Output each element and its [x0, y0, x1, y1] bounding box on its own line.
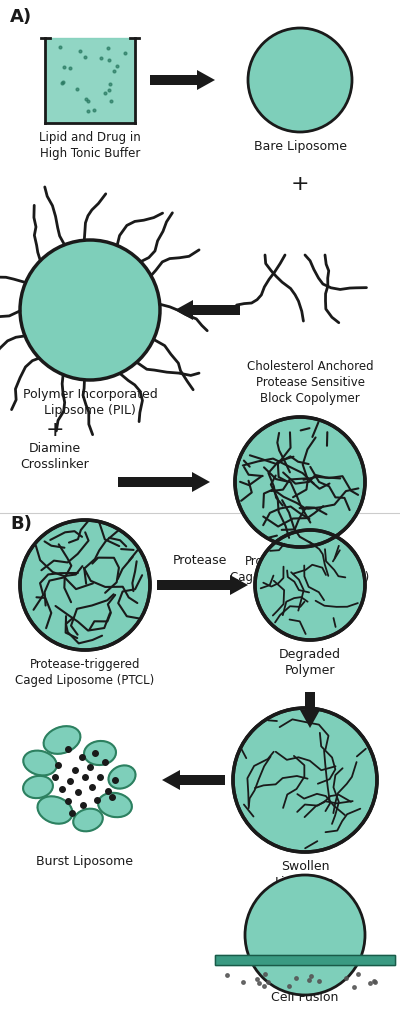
Circle shape	[245, 875, 365, 995]
Ellipse shape	[38, 796, 72, 824]
Ellipse shape	[73, 809, 103, 831]
Text: Bare Liposome: Bare Liposome	[254, 140, 346, 153]
Text: Swollen
Liposome: Swollen Liposome	[275, 860, 335, 889]
Bar	[215, 955, 395, 965]
Ellipse shape	[44, 726, 80, 753]
Ellipse shape	[23, 750, 57, 775]
Circle shape	[235, 417, 365, 547]
Text: Cholesterol Anchored
Protease Sensitive
Block Copolymer: Cholesterol Anchored Protease Sensitive …	[247, 360, 373, 405]
Text: Polymer Incorporated
Liposome (PIL): Polymer Incorporated Liposome (PIL)	[23, 388, 157, 417]
Bar	[45, 38, 135, 123]
Circle shape	[233, 708, 377, 852]
Text: Degraded
Polymer: Degraded Polymer	[279, 648, 341, 676]
Ellipse shape	[108, 766, 136, 788]
Text: +: +	[46, 420, 64, 440]
Bar	[215, 955, 395, 965]
Circle shape	[255, 530, 365, 640]
Text: Burst Liposome: Burst Liposome	[36, 855, 134, 868]
Text: B): B)	[10, 515, 32, 533]
Text: +: +	[291, 174, 309, 194]
Polygon shape	[300, 692, 320, 728]
Polygon shape	[150, 70, 215, 90]
Text: A): A)	[10, 8, 32, 26]
Circle shape	[248, 28, 352, 132]
Text: Protease-triggered
Caged Liposome (PTCL): Protease-triggered Caged Liposome (PTCL)	[230, 555, 370, 584]
Text: Lipid and Drug in
High Tonic Buffer: Lipid and Drug in High Tonic Buffer	[39, 130, 141, 161]
Ellipse shape	[98, 792, 132, 817]
Ellipse shape	[23, 776, 53, 798]
Circle shape	[20, 520, 150, 650]
Polygon shape	[157, 575, 248, 594]
Ellipse shape	[84, 741, 116, 765]
Text: Protease: Protease	[173, 554, 227, 567]
Text: Diamine
Crosslinker: Diamine Crosslinker	[21, 442, 89, 472]
Circle shape	[20, 240, 160, 380]
Text: Cell Fusion: Cell Fusion	[271, 991, 339, 1004]
Polygon shape	[162, 770, 225, 790]
Polygon shape	[295, 902, 315, 938]
Polygon shape	[175, 300, 240, 320]
Text: Protease-triggered
Caged Liposome (PTCL): Protease-triggered Caged Liposome (PTCL)	[15, 658, 155, 687]
Polygon shape	[118, 472, 210, 492]
